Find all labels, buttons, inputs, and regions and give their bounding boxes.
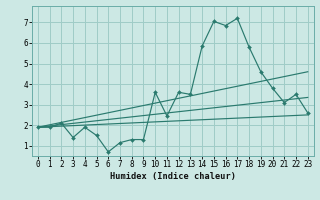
X-axis label: Humidex (Indice chaleur): Humidex (Indice chaleur) — [110, 172, 236, 181]
